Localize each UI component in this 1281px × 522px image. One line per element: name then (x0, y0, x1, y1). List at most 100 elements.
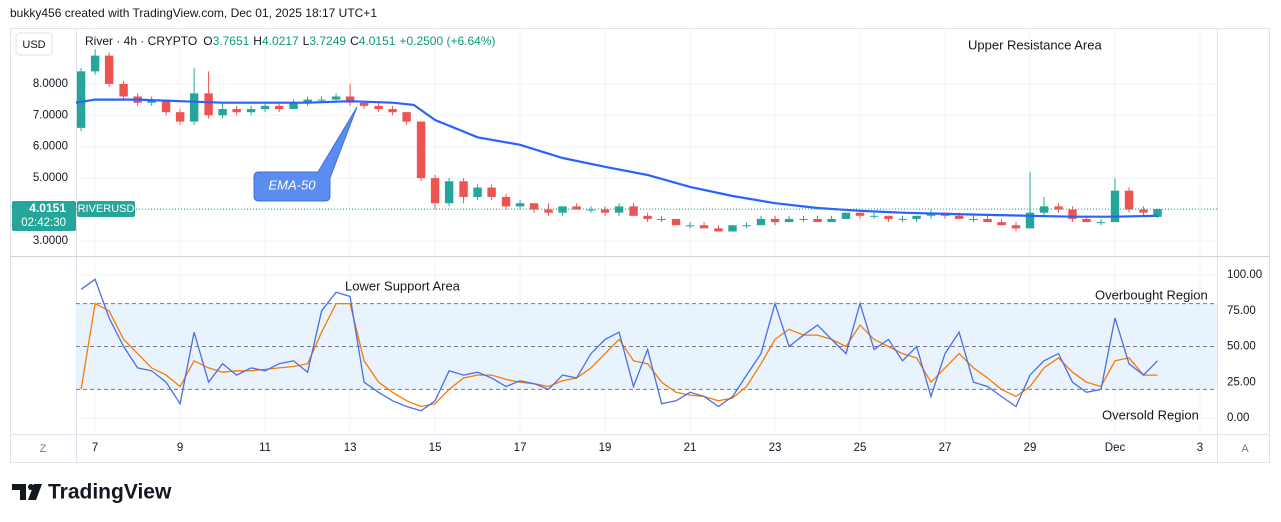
candle-body (799, 218, 808, 220)
candle-body (359, 102, 369, 106)
candle-body (1039, 206, 1049, 213)
change-value: +0.2500 (+6.64%) (399, 34, 495, 48)
x-tick-label: 27 (939, 442, 952, 454)
symbol-tag (77, 201, 135, 218)
candle-body (784, 218, 794, 223)
candle-body (204, 93, 213, 116)
candle-body (119, 83, 128, 97)
candle-body (969, 218, 978, 220)
logo-icon (12, 484, 42, 500)
last-price-label: 4.0151 (29, 201, 66, 215)
candle-body (459, 181, 468, 197)
candle-body (501, 196, 511, 207)
annotation: Lower Support Area (345, 278, 461, 293)
toolbar-button[interactable]: Z (40, 443, 47, 455)
candle-body (685, 225, 695, 227)
toolbar-button[interactable]: A (1241, 443, 1249, 455)
candle-body (742, 225, 751, 227)
x-tick-label: 11 (259, 442, 271, 454)
symbol-legend: River · 4h · CRYPTO O3.7651 H4.0217 L3.7249… (85, 34, 496, 48)
candle-body (1110, 190, 1120, 223)
ohlc-value: 4.0151 (359, 34, 396, 48)
candle-body (175, 112, 185, 122)
x-tick-label: 13 (344, 442, 357, 454)
countdown-label: 02:42:30 (21, 217, 66, 229)
candle-body (76, 71, 86, 128)
candle-body (1011, 225, 1021, 229)
currency-label[interactable]: USD (22, 39, 45, 51)
candle-body (827, 218, 836, 223)
ohlc-value: 4.0217 (262, 34, 299, 48)
ohlc-label: H (253, 34, 262, 48)
candle-body (728, 225, 737, 232)
ohlc-value: 3.7651 (213, 34, 250, 48)
y-tick-label: 25.00 (1227, 376, 1256, 388)
ema-line (75, 98, 1158, 218)
rsi-pane (76, 258, 1217, 434)
annotation: Oversold Region (1102, 407, 1199, 422)
candle-body (374, 105, 383, 110)
x-tick-label: 7 (92, 442, 98, 454)
candle-body (90, 55, 100, 72)
x-tick-label: 21 (684, 442, 697, 454)
logo-dot (28, 484, 34, 490)
candle-body (643, 215, 652, 219)
candle-body (841, 212, 851, 219)
candle-body (1153, 209, 1162, 217)
x-tick-label: 23 (769, 442, 782, 454)
callout-shape (253, 106, 358, 202)
candle-body (954, 215, 964, 219)
ohlc-label: L (303, 34, 310, 48)
symbol-name: River · 4h · CRYPTO (85, 34, 197, 48)
candle-body (416, 121, 426, 179)
y-tick-label: 50.00 (1227, 341, 1256, 353)
candle-body (1025, 212, 1035, 229)
attribution: bukky456 created with TradingView.com, D… (10, 6, 377, 20)
last-price-box (12, 201, 76, 232)
candle-body (671, 218, 681, 226)
y-tick-label: 7.0000 (33, 109, 68, 121)
candle-body (699, 225, 709, 229)
candle-body (912, 215, 921, 219)
x-tick-label: 3 (1197, 442, 1203, 454)
candle-body (529, 203, 539, 210)
currency-box[interactable] (15, 32, 53, 56)
candle-body (813, 218, 822, 223)
candle-body (756, 218, 766, 226)
candle-body (1082, 218, 1091, 223)
y-tick-label: 75.00 (1227, 305, 1256, 317)
candle-body (260, 105, 270, 110)
y-tick-label: 6.0000 (33, 141, 68, 153)
candle-body (884, 215, 893, 219)
candle-body (246, 109, 256, 113)
candle-body (1054, 206, 1063, 210)
symbol-tag-label: RIVERUSD (78, 203, 135, 215)
candle-body (544, 209, 553, 213)
candle-body (600, 209, 610, 213)
candle-body (1096, 222, 1106, 224)
y-tick-label: 5.0000 (33, 172, 68, 184)
x-tick-label: 9 (177, 442, 183, 454)
candle-body (388, 109, 397, 113)
candle-body (218, 109, 227, 116)
x-tick-label: 17 (514, 442, 527, 454)
candle-body (714, 228, 723, 232)
candle-body (657, 218, 666, 220)
x-tick-label: 15 (429, 442, 442, 454)
ohlc-label: O (203, 34, 212, 48)
candle-body (629, 206, 638, 216)
candle-body (104, 55, 114, 84)
ema-callout: EMA-50 (253, 106, 358, 202)
y-tick-label: 3.0000 (33, 235, 68, 247)
ohlc-value: 3.7249 (309, 34, 346, 48)
candle-body (1124, 190, 1134, 210)
candle-body (1139, 209, 1148, 213)
candle-body (586, 209, 596, 211)
annotation: Overbought Region (1095, 287, 1208, 302)
brand-name: TradingView (48, 481, 172, 504)
candle-body (289, 102, 298, 110)
x-tick-label: Dec (1105, 442, 1126, 454)
ohlc-label: C (350, 34, 359, 48)
candle-body (473, 187, 482, 197)
